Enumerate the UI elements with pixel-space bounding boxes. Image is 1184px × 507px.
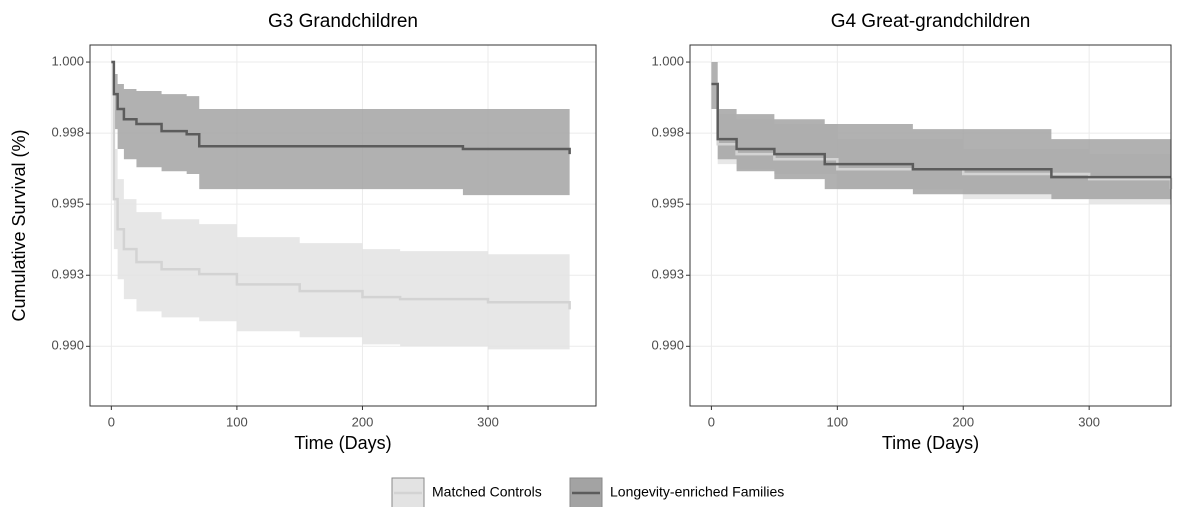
plot-background (690, 45, 1171, 406)
y-tick-label: 0.990 (651, 338, 684, 353)
chart-title: G4 Great-grandchildren (831, 11, 1031, 32)
y-tick-label: 0.995 (651, 196, 684, 211)
y-tick-label: 0.993 (51, 267, 84, 282)
x-tick-label: 300 (477, 414, 499, 429)
y-tick-label: 0.998 (51, 125, 84, 140)
chart-title: G3 Grandchildren (268, 11, 418, 32)
x-tick-label: 100 (826, 414, 848, 429)
survival-line (111, 60, 571, 310)
x-tick-label: 0 (708, 414, 715, 429)
y-tick-label: 1.000 (651, 53, 684, 68)
legend-label: Matched Controls (432, 484, 542, 500)
y-tick-label: 0.993 (651, 267, 684, 282)
x-tick-label: 200 (352, 414, 374, 429)
x-tick-label: 300 (1078, 414, 1100, 429)
y-tick-label: 0.990 (51, 338, 84, 353)
y-tick-label: 0.995 (51, 196, 84, 211)
y-axis-label: Cumulative Survival (%) (9, 129, 29, 321)
x-tick-label: 0 (108, 414, 115, 429)
confidence-band (111, 62, 570, 242)
confidence-band (711, 62, 1171, 205)
x-axis-label: Time (Days) (294, 433, 391, 453)
y-tick-label: 1.000 (51, 53, 84, 68)
legend-label: Longevity-enriched Families (610, 484, 784, 500)
y-tick-label: 0.998 (651, 125, 684, 140)
x-tick-label: 200 (952, 414, 974, 429)
survival-line (711, 82, 1171, 179)
x-tick-label: 100 (226, 414, 248, 429)
plot-frame (89, 44, 597, 407)
x-axis-label: Time (Days) (882, 433, 979, 453)
confidence-band (111, 62, 570, 357)
plot-frame (689, 44, 1172, 407)
survival-line (111, 60, 571, 155)
